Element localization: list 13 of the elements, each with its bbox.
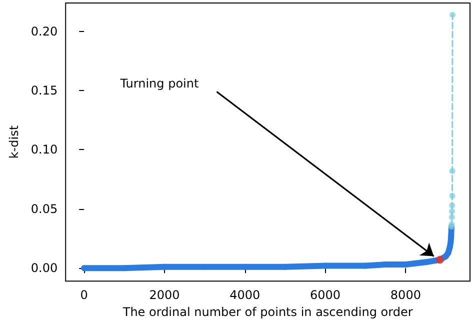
- x-tick-label: 6000: [310, 288, 341, 302]
- y-tick-label: 0.05: [30, 202, 58, 216]
- x-tick-label: 8000: [390, 288, 421, 302]
- x-tick-label: 2000: [149, 288, 180, 302]
- y-tick-label: 0.10: [30, 142, 58, 157]
- y-axis-title: k-dist: [7, 125, 21, 159]
- y-tick-label: 0.15: [30, 84, 58, 98]
- y-tick-label: 0.20: [30, 24, 58, 38]
- x-axis-title: The ordinal number of points in ascending order: [122, 305, 413, 319]
- y-tick-label: 0.00: [30, 261, 58, 276]
- annotation: Turning point: [119, 76, 199, 90]
- x-tick-label: 0: [80, 288, 88, 302]
- x-tick-label: 4000: [230, 288, 260, 302]
